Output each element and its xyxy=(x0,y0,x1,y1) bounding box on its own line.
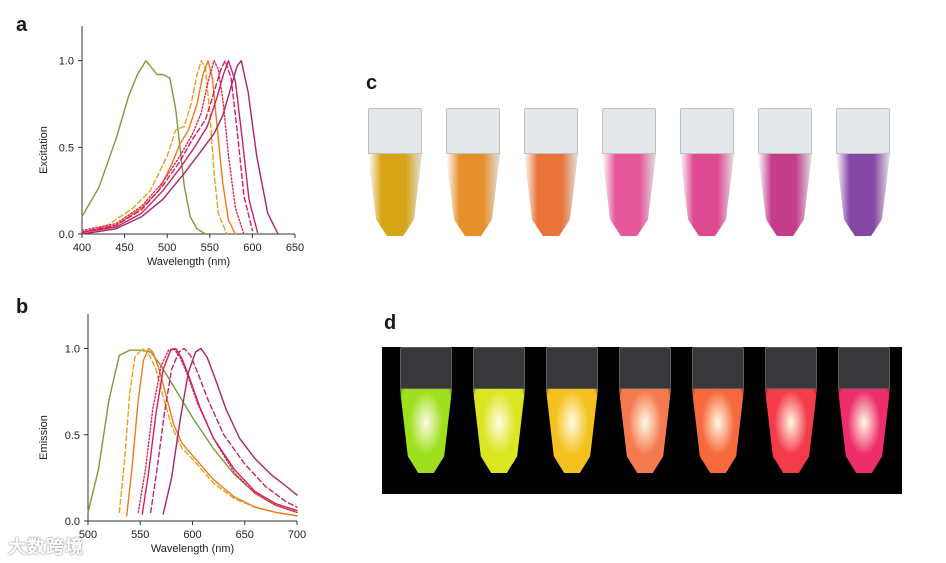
tube-uv-3 xyxy=(546,347,598,473)
tube-cap xyxy=(758,108,812,154)
x-tick-label-a: 400 xyxy=(73,242,91,254)
x-tick-label-a: 550 xyxy=(201,242,219,254)
tube-cap xyxy=(400,347,452,389)
spectrum-line-b-orange xyxy=(125,347,298,517)
tube-cap xyxy=(546,347,598,389)
panel-label-b: b xyxy=(16,296,29,318)
spectrum-line-a-magenta xyxy=(81,60,259,234)
y-axis-title-a: Excitation xyxy=(38,126,50,174)
tube-daylight-4 xyxy=(602,108,656,236)
tubes-daylight-photo xyxy=(366,108,900,240)
spectrum-line-a-purple xyxy=(81,60,279,235)
x-tick-label-b: 500 xyxy=(79,529,97,541)
x-tick-label-b: 650 xyxy=(236,529,254,541)
spectrum-line-b-crimson xyxy=(141,347,298,515)
tube-cap xyxy=(368,108,422,154)
spectrum-line-b-olive xyxy=(87,349,298,514)
tube-daylight-1 xyxy=(368,108,422,236)
tube-liquid xyxy=(765,389,817,473)
tube-cap xyxy=(473,347,525,389)
tube-daylight-7 xyxy=(836,108,890,236)
x-tick-label-a: 600 xyxy=(243,242,261,254)
tube-liquid xyxy=(619,389,671,473)
tube-liquid xyxy=(838,389,890,473)
tube-uv-7 xyxy=(838,347,890,473)
tube-uv-1 xyxy=(400,347,452,473)
watermark-logo: 大数跨境 xyxy=(8,537,84,558)
tube-liquid xyxy=(758,154,812,236)
tube-liquid xyxy=(546,389,598,473)
y-tick-label-a: 0.0 xyxy=(59,229,74,241)
x-tick-label-b: 700 xyxy=(288,529,306,541)
tube-cap xyxy=(680,108,734,154)
tube-daylight-6 xyxy=(758,108,812,236)
tube-cap xyxy=(692,347,744,389)
tube-daylight-5 xyxy=(680,108,734,236)
tube-uv-6 xyxy=(765,347,817,473)
tube-liquid xyxy=(524,154,578,236)
x-tick-label-a: 650 xyxy=(286,242,304,254)
y-axis-title-b: Emission xyxy=(38,415,50,460)
panel-label-c: c xyxy=(366,72,378,94)
tube-cap xyxy=(836,108,890,154)
spectrum-line-a-red xyxy=(81,60,245,235)
y-tick-label-a: 1.0 xyxy=(59,56,74,68)
tube-daylight-3 xyxy=(524,108,578,236)
y-tick-label-b: 0.5 xyxy=(65,430,80,442)
x-tick-label-a: 500 xyxy=(158,242,176,254)
tube-cap xyxy=(765,347,817,389)
y-tick-label-b: 0.0 xyxy=(65,516,80,528)
spectrum-line-a-crimson xyxy=(81,60,254,234)
tube-liquid xyxy=(368,154,422,236)
x-tick-label-a: 450 xyxy=(115,242,133,254)
spectrum-line-a-olive xyxy=(81,60,207,235)
x-tick-label-b: 550 xyxy=(131,529,149,541)
tube-uv-2 xyxy=(473,347,525,473)
spectrum-line-b-purple xyxy=(162,347,298,515)
tube-cap xyxy=(619,347,671,389)
tube-cap xyxy=(602,108,656,154)
spectrum-line-b-gold xyxy=(118,347,298,517)
tube-cap xyxy=(446,108,500,154)
x-axis-title-a: Wavelength (nm) xyxy=(147,256,230,268)
tubes-uv-photo xyxy=(382,347,902,494)
spectrum-line-b-red xyxy=(137,347,298,514)
y-tick-label-a: 0.5 xyxy=(59,142,74,154)
tube-liquid xyxy=(400,389,452,473)
tube-liquid xyxy=(446,154,500,236)
tube-liquid xyxy=(680,154,734,236)
tube-uv-5 xyxy=(692,347,744,473)
panel-label-d: d xyxy=(384,312,397,334)
spectrum-line-a-gold xyxy=(81,60,228,235)
tube-liquid xyxy=(602,154,656,236)
tube-daylight-2 xyxy=(446,108,500,236)
x-axis-title-b: Wavelength (nm) xyxy=(151,543,234,555)
tube-liquid xyxy=(692,389,744,473)
tube-liquid xyxy=(836,154,890,236)
tube-liquid xyxy=(473,389,525,473)
y-tick-label-b: 1.0 xyxy=(65,344,80,356)
x-tick-label-b: 600 xyxy=(183,529,201,541)
tube-uv-4 xyxy=(619,347,671,473)
tube-cap xyxy=(524,108,578,154)
spectrum-line-b-magenta xyxy=(149,347,298,514)
tube-cap xyxy=(838,347,890,389)
panel-label-a: a xyxy=(16,14,28,36)
